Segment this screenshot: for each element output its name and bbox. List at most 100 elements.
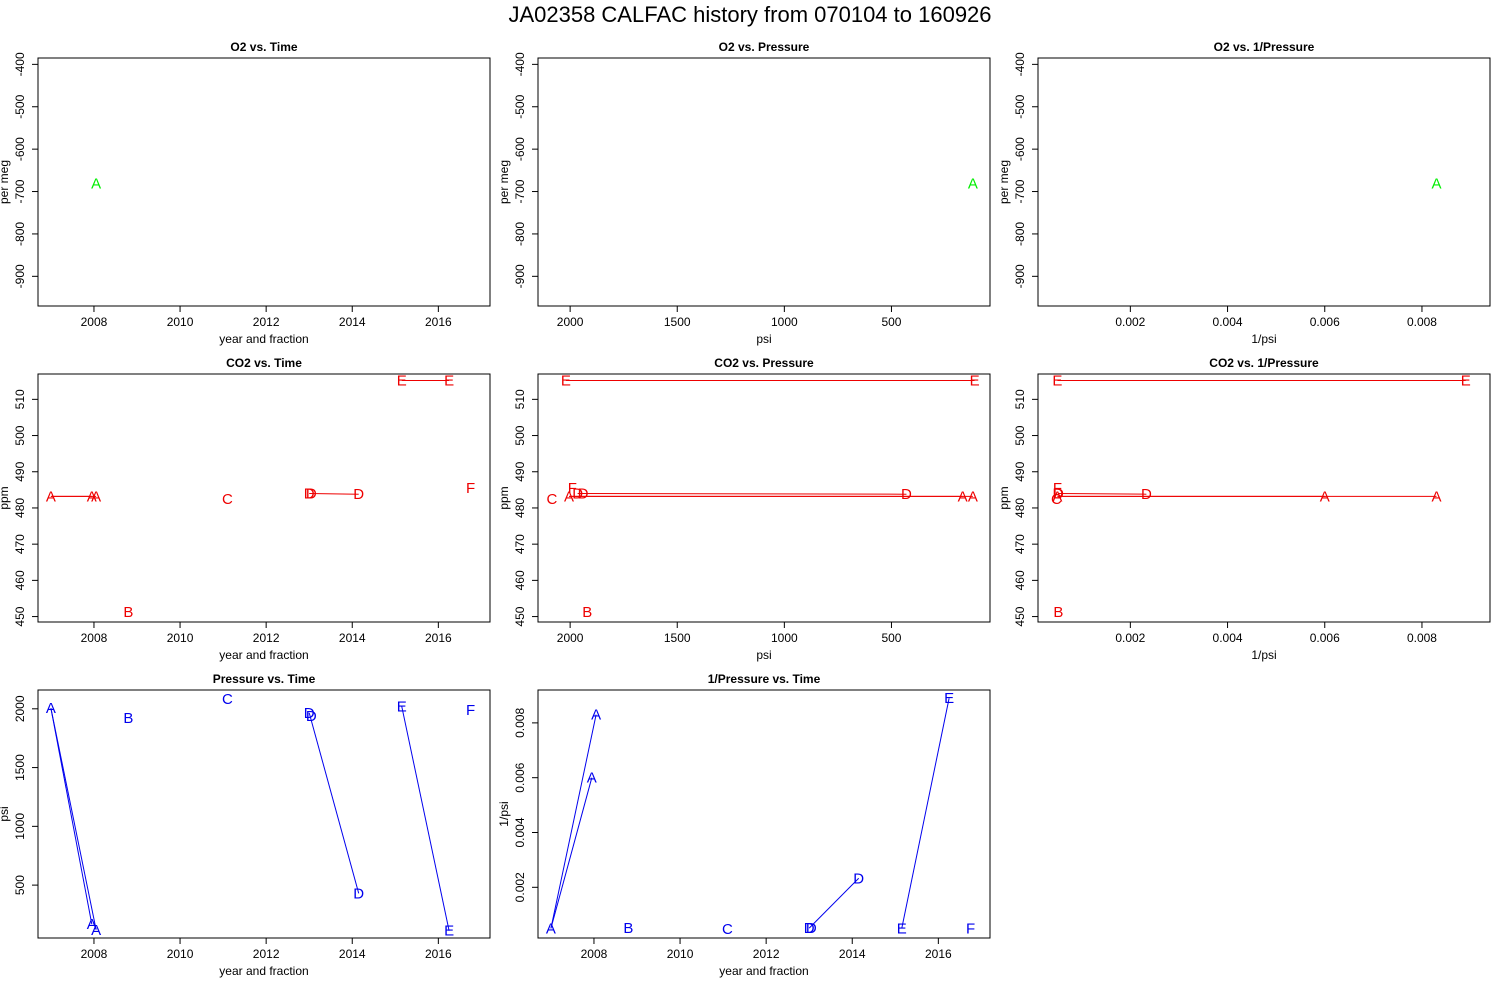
y-tick-label: 510	[13, 389, 27, 409]
x-tick-label: 2010	[167, 947, 194, 961]
y-tick-label: 1500	[13, 754, 27, 781]
y-tick-label: 470	[13, 534, 27, 554]
series-line	[50, 708, 97, 930]
data-point: A	[591, 707, 601, 724]
data-point: C	[1051, 491, 1062, 508]
series-line	[309, 492, 359, 495]
y-tick-label: 500	[1013, 425, 1027, 445]
x-tick-label: 1000	[771, 631, 798, 645]
data-point: B	[582, 604, 592, 621]
y-tick-label: -600	[13, 137, 27, 161]
data-point: A	[87, 488, 97, 505]
data-point: A	[587, 770, 597, 787]
x-tick-label: 0.004	[1213, 315, 1243, 329]
data-point: D	[1053, 485, 1064, 502]
x-tick-label: 2012	[253, 315, 280, 329]
data-point: D	[853, 870, 864, 887]
y-axis-label: ppm	[497, 486, 511, 509]
y-tick-label: -900	[1013, 264, 1027, 288]
series-line	[550, 777, 593, 929]
data-point: E	[444, 373, 454, 390]
panel-4: CO2 vs. Time 2008 2010 2012 2014 2016 450 460 47…	[0, 356, 491, 662]
data-point: D	[804, 920, 815, 937]
y-tick-label: 490	[1013, 461, 1027, 481]
y-tick-label: -400	[13, 52, 27, 76]
y-tick-label: -500	[13, 94, 27, 118]
plot-frame	[537, 689, 991, 939]
data-point: A	[564, 488, 574, 505]
series-line	[550, 714, 597, 929]
y-tick-label: 450	[1013, 606, 1027, 626]
x-tick-label: 2010	[167, 315, 194, 329]
data-point: A	[968, 488, 978, 505]
panel-title: Pressure vs. Time	[213, 672, 316, 686]
x-tick-label: 1500	[664, 631, 691, 645]
x-tick-label: 2012	[253, 631, 280, 645]
data-point: A	[91, 175, 101, 192]
y-axis-label: per meg	[497, 160, 511, 204]
data-point: D	[304, 485, 315, 502]
x-tick-label: 2008	[81, 947, 108, 961]
y-tick-label: 470	[1013, 534, 1027, 554]
data-point: C	[222, 691, 233, 708]
panel-title: CO2 vs. 1/Pressure	[1209, 356, 1319, 370]
series-line	[1057, 492, 1147, 495]
data-point: A	[958, 488, 968, 505]
x-tick-label: 0.008	[1407, 631, 1437, 645]
y-tick-label: 510	[513, 389, 527, 409]
data-point: D	[1053, 485, 1064, 502]
x-tick-label: 2008	[581, 947, 608, 961]
x-tick-label: 0.002	[1115, 631, 1145, 645]
data-point: A	[91, 922, 101, 939]
y-axis-label: 1/psi	[497, 801, 511, 826]
data-point: E	[397, 698, 407, 715]
y-tick-label: 480	[513, 498, 527, 518]
x-tick-label: 2008	[81, 315, 108, 329]
y-tick-label: -700	[13, 179, 27, 203]
panel-title: 1/Pressure vs. Time	[708, 672, 821, 686]
data-point: D	[572, 485, 583, 502]
plot-frame	[37, 57, 491, 307]
panel-title: CO2 vs. Pressure	[714, 356, 814, 370]
data-point: E	[944, 690, 954, 707]
y-tick-label: 0.006	[513, 762, 527, 792]
y-tick-label: 460	[13, 570, 27, 590]
x-tick-label: 0.006	[1310, 631, 1340, 645]
x-axis-label: year and fraction	[219, 964, 308, 978]
data-point: A	[46, 700, 56, 717]
x-tick-label: 2016	[425, 947, 452, 961]
y-tick-label: 500	[513, 425, 527, 445]
data-point: E	[561, 373, 571, 390]
y-tick-label: 450	[513, 606, 527, 626]
y-tick-label: -700	[513, 179, 527, 203]
data-point: B	[623, 920, 633, 937]
data-point: D	[901, 486, 912, 503]
data-point: A	[87, 916, 97, 933]
x-tick-label: 2014	[339, 631, 366, 645]
data-point: D	[306, 485, 317, 502]
data-point: E	[397, 373, 407, 390]
series-line	[577, 492, 907, 495]
data-point: A	[546, 920, 556, 937]
x-tick-label: 2012	[253, 947, 280, 961]
y-tick-label: 480	[1013, 498, 1027, 518]
plot-frame	[1037, 373, 1491, 623]
x-tick-label: 2010	[167, 631, 194, 645]
data-point: F	[466, 480, 475, 497]
panel-8: 1/Pressure vs. Time 2008 2010 2012 2014 2016 0…	[497, 672, 991, 978]
y-tick-label: 2000	[13, 695, 27, 722]
data-point: D	[353, 486, 364, 503]
y-axis-label: per meg	[0, 160, 11, 204]
y-tick-label: 0.004	[513, 817, 527, 847]
y-tick-label: 510	[1013, 389, 1027, 409]
x-tick-label: 2014	[339, 947, 366, 961]
y-tick-label: 500	[13, 425, 27, 445]
y-tick-label: 450	[13, 606, 27, 626]
x-tick-label: 0.002	[1115, 315, 1145, 329]
x-tick-label: 1500	[664, 315, 691, 329]
data-point: E	[970, 373, 980, 390]
y-axis-label: per meg	[997, 160, 1011, 204]
panel-5: CO2 vs. Pressure 2000 1500 1000 500 450 460 470…	[497, 356, 991, 662]
y-tick-label: -600	[1013, 137, 1027, 161]
